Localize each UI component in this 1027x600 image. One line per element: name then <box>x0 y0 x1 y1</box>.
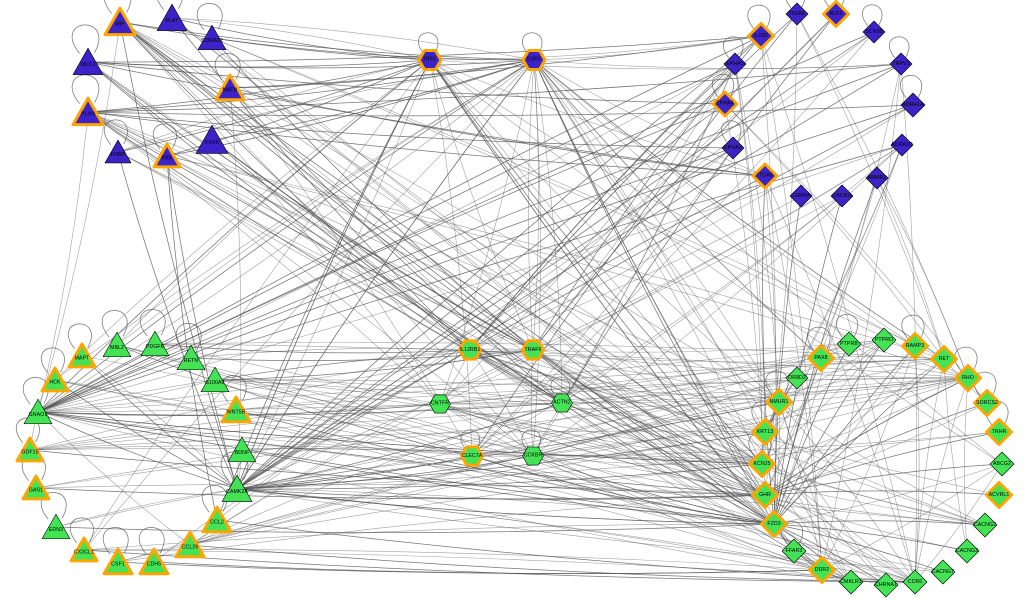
graph-node-epha3[interactable]: EPHA3 <box>720 135 745 160</box>
graph-node-ffar3[interactable]: FFAR3 <box>780 537 807 564</box>
graph-node-cacng2[interactable]: CACNG2 <box>971 511 998 538</box>
graph-node-ddr2[interactable]: DDR2 <box>806 554 839 587</box>
graph-node-matn[interactable]: MATN <box>212 70 248 106</box>
graph-node-amhr2[interactable]: AMHR2 <box>864 165 889 190</box>
graph-node-plat[interactable]: PLAT <box>155 1 188 34</box>
graph-node-epha5[interactable]: EPHA5 <box>722 51 747 76</box>
graph-node-fgf6[interactable]: FGF6 <box>194 122 229 157</box>
graph-node-cckbr[interactable]: CCKBR <box>521 444 545 468</box>
graph-node-mbl2[interactable]: MBL2 <box>101 329 132 360</box>
graph-node-cacng7[interactable]: CACNG7 <box>929 558 956 585</box>
graph-node-abcg2[interactable]: ABCG2 <box>988 450 1015 477</box>
graph-node-fnbp[interactable]: FNBP <box>103 137 132 166</box>
graph-node-traf6[interactable]: TRAF6 <box>519 336 548 365</box>
graph-node-epha4[interactable]: EPHA4 <box>709 88 741 120</box>
graph-node-irs1[interactable]: IRS1 <box>415 45 445 75</box>
graph-node-chrna1[interactable]: CHRNA1 <box>872 571 899 598</box>
graph-node-cntfr[interactable]: CNTFR <box>428 392 452 416</box>
graph-node-nmur1[interactable]: NMUR1 <box>763 386 796 419</box>
graph-node-ccr6[interactable]: CCR6 <box>901 568 928 595</box>
graph-node-frk[interactable]: FRK <box>150 139 184 173</box>
graph-node-cdh5[interactable]: CDH5 <box>136 544 172 580</box>
graph-node-chrna[interactable]: CHRNA <box>788 183 813 208</box>
graph-node-pdgfb[interactable]: PDGFB <box>139 328 170 359</box>
graph-node-cmklr1[interactable]: CMKLR1 <box>837 568 864 595</box>
graph-node-fzd3[interactable]: FZD3 <box>758 508 791 541</box>
graph-node-wnt5b[interactable]: WNT5B <box>218 392 254 428</box>
graph-node-ptpro[interactable]: PTPRO <box>870 326 897 353</box>
graph-node-adra1d[interactable]: ADRA1D <box>889 132 914 157</box>
graph-node-itga8[interactable]: ITGA8 <box>784 1 809 26</box>
graph-node-il12rb1[interactable]: IL12RB1 <box>456 336 485 365</box>
graph-node-klf2[interactable]: KLF2 <box>820 0 853 31</box>
graph-node-ccl26[interactable]: CCL26 <box>172 527 208 563</box>
graph-node-itga5[interactable]: ITGA5 <box>749 160 781 192</box>
graph-node-bdnf[interactable]: BDNF <box>226 434 257 465</box>
graph-node-hck[interactable]: HCK <box>38 363 72 397</box>
graph-node-adra1a[interactable]: ADRA1A <box>899 91 926 118</box>
graph-node-clec7a[interactable]: CLEC7A <box>458 442 487 471</box>
graph-node-cx3cl1[interactable]: CX3CL1 <box>67 533 101 567</box>
graph-node-gas1[interactable]: GAS1 <box>19 471 53 505</box>
graph-node-cacng3[interactable]: CACNG3 <box>953 537 980 564</box>
graph-node-camk2a[interactable]: CAMK2A <box>220 472 253 505</box>
graph-node-actn2[interactable]: ACTN2 <box>550 391 574 415</box>
graph-node-krt13[interactable]: KRT13 <box>749 416 782 449</box>
graph-node-gdf15[interactable]: GDF15 <box>13 433 47 467</box>
graph-node-esr2[interactable]: ESR2 <box>519 45 549 75</box>
graph-node-kcnj5[interactable]: KCNJ5 <box>746 448 779 481</box>
graph-node-cacng[interactable]: CACNG <box>829 183 854 208</box>
graph-node-scn3b[interactable]: SCN3B <box>861 19 886 44</box>
graph-node-trpv3[interactable]: TRPV3 <box>888 51 913 76</box>
graph-node-s100a12[interactable]: S100A12 <box>196 22 227 53</box>
graph-node-acvrl1[interactable]: ACVRL1 <box>983 479 1016 512</box>
graph-node-muc1[interactable]: MUC1 <box>71 45 104 78</box>
graph-node-mif[interactable]: MIF <box>101 3 139 41</box>
graph-node-ptprb[interactable]: PTPRB <box>835 330 862 357</box>
graph-node-trhr[interactable]: TRHR <box>983 416 1016 449</box>
graph-node-plxn[interactable]: PLXN <box>69 93 107 131</box>
graph-node-csf1[interactable]: CSF1 <box>100 544 136 580</box>
graph-node-gnao1[interactable]: GNAO1 <box>22 396 53 427</box>
graph-node-s100a9[interactable]: S100A9 <box>199 364 230 395</box>
graph-node-il1r2[interactable]: IL1R2 <box>745 20 778 53</box>
